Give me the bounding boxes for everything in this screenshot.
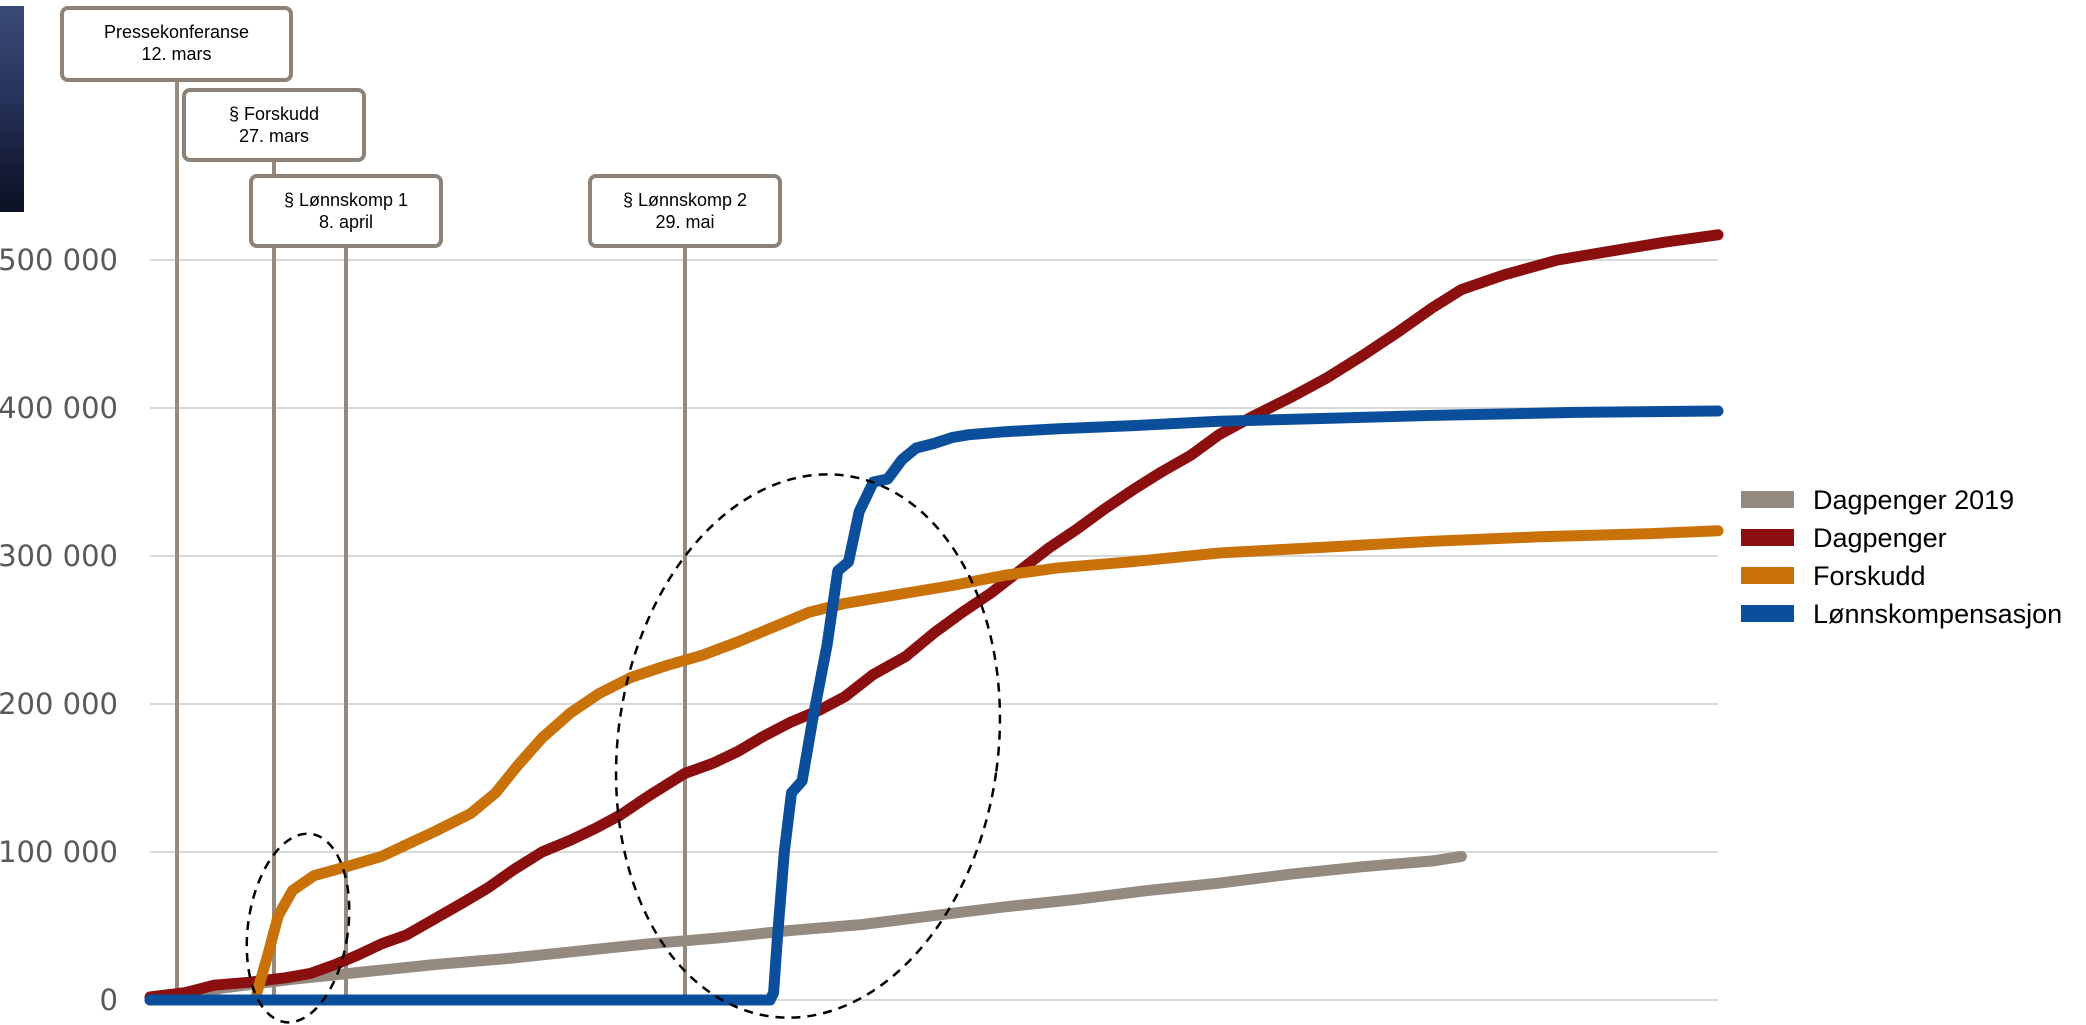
y-tick-label: 500 000 <box>0 243 118 277</box>
series-line-forskudd <box>251 525 1724 999</box>
series-lines <box>144 229 1724 1006</box>
event-label: Pressekonferanse <box>104 22 249 42</box>
highlight-ellipse <box>245 832 351 1024</box>
y-tick-label: 400 000 <box>0 391 118 425</box>
event-callout-box <box>60 6 293 82</box>
legend-swatch <box>1741 605 1794 622</box>
series-line-l-nnskompensasjon <box>144 405 1724 1006</box>
legend-swatch <box>1741 491 1794 508</box>
y-tick-label: 100 000 <box>0 835 118 869</box>
legend: Dagpenger 2019 Dagpenger Forskudd Lønnskomp… <box>1741 485 2062 629</box>
y-tick-label: 200 000 <box>0 687 118 721</box>
y-tick-label: 300 000 <box>0 539 118 573</box>
y-tick-label: 0 <box>100 983 118 1017</box>
legend-label: Dagpenger 2019 <box>1813 485 2014 515</box>
highlight-ellipses <box>245 473 1002 1024</box>
event-date: 27. mars <box>239 126 309 146</box>
legend-swatch <box>1741 529 1794 546</box>
series-line-dagpenger <box>144 229 1724 1003</box>
event-date: 29. mai <box>655 212 714 232</box>
highlight-ellipse <box>614 473 1002 1019</box>
corner-photo-thumbnail <box>0 6 24 212</box>
legend-label: Lønnskompensasjon <box>1813 599 2062 629</box>
event-label: § Lønnskomp 2 <box>623 190 747 210</box>
y-axis-ticks: 0 100 000 200 000 300 000 400 000 500 000 <box>0 243 118 1017</box>
legend-swatch <box>1741 567 1794 584</box>
event-date: 12. mars <box>141 44 211 64</box>
legend-label: Forskudd <box>1813 561 1926 591</box>
event-callout-box <box>182 88 366 162</box>
event-callout-box <box>249 174 443 248</box>
event-date: 8. april <box>319 212 373 232</box>
event-label: § Lønnskomp 1 <box>284 190 408 210</box>
event-label: § Forskudd <box>229 104 319 124</box>
legend-label: Dagpenger <box>1813 523 1947 553</box>
event-callout-box <box>588 174 782 248</box>
